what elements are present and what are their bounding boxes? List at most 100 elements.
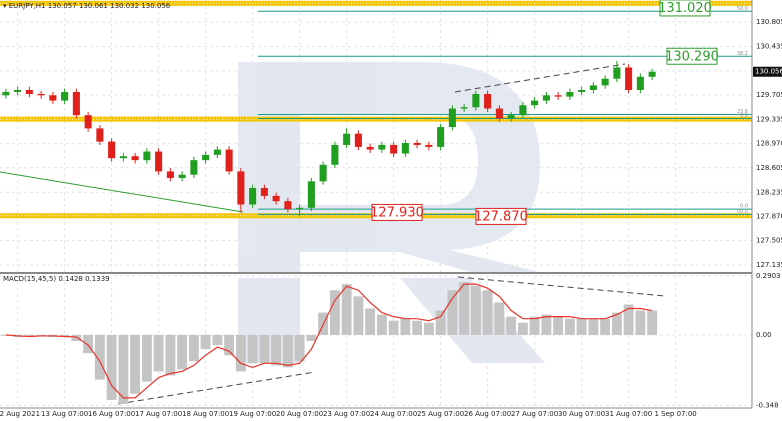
- candle-body: [437, 127, 445, 147]
- candle-body: [2, 91, 10, 96]
- candle-body: [260, 187, 268, 196]
- macd-bar: [94, 334, 105, 380]
- macd-bar: [200, 334, 211, 350]
- macd-tick-label: 0.00: [756, 331, 772, 339]
- candle-body: [108, 141, 116, 159]
- macd-bar: [118, 334, 129, 404]
- level-band: [0, 116, 752, 122]
- candle-body: [601, 78, 609, 86]
- candle-body: [61, 91, 69, 101]
- candle-body: [354, 133, 362, 147]
- macd-bar: [83, 334, 94, 354]
- candle-body: [625, 67, 633, 91]
- candle-body: [296, 207, 304, 210]
- annotation-label: 131.020: [658, 1, 712, 16]
- macd-bar: [247, 334, 258, 364]
- macd-bar: [365, 308, 376, 335]
- candle-body: [331, 144, 339, 165]
- candle-body: [155, 151, 163, 172]
- candle-body: [542, 95, 550, 101]
- annotation-box: [371, 203, 423, 221]
- candle-body: [390, 144, 398, 154]
- macd-bar: [271, 334, 282, 366]
- y-tick-label: 130.805: [756, 18, 782, 26]
- candle-body: [249, 187, 257, 205]
- candle-body: [237, 171, 245, 205]
- macd-bar: [235, 334, 246, 372]
- annotation-box: [659, 0, 711, 17]
- candle-body: [84, 115, 92, 129]
- macd-bar: [212, 334, 223, 346]
- candle-body: [143, 151, 151, 161]
- macd-bar: [153, 334, 164, 372]
- candle-body: [472, 93, 480, 108]
- annotation-label: 130.290: [665, 49, 719, 64]
- candle-body: [448, 108, 456, 128]
- macd-bar: [141, 334, 152, 382]
- macd-bar: [294, 334, 305, 362]
- macd-bar: [188, 334, 199, 362]
- candle-body: [425, 144, 433, 147]
- x-tick-label: 19 Aug 07:00: [229, 410, 276, 418]
- macd-bar: [165, 334, 176, 376]
- candle-body: [96, 128, 104, 142]
- macd-bar: [130, 334, 141, 394]
- y-tick-label: 127.505: [756, 237, 782, 245]
- candle-body: [366, 146, 374, 150]
- x-tick-label: 1 Sep 07:00: [654, 410, 696, 418]
- x-tick-label: 26 Aug 07:00: [464, 410, 511, 418]
- x-tick-label: 24 Aug 07:00: [370, 410, 417, 418]
- macd-bar: [623, 304, 634, 335]
- macd-bar: [588, 318, 599, 335]
- ohlc-value: 130.061: [79, 2, 108, 10]
- macd-tick-label: -0.348: [756, 402, 779, 410]
- x-tick-label: 25 Aug 07:00: [417, 410, 464, 418]
- macd-bar: [376, 314, 387, 335]
- x-tick-label: 18 Aug 07:00: [182, 410, 229, 418]
- macd-bar: [423, 322, 434, 335]
- candle-body: [25, 90, 33, 94]
- y-tick-label: 127.135: [756, 261, 782, 269]
- macd-bar: [224, 334, 235, 356]
- macd-bar: [482, 290, 493, 335]
- macd-bar: [400, 318, 411, 335]
- annotation-box: [666, 47, 718, 65]
- ohlc-value: 130.057: [48, 2, 77, 10]
- candle-body: [284, 201, 292, 210]
- macd-bar: [36, 334, 47, 336]
- trend-line: [0, 171, 244, 213]
- macd-bar: [447, 290, 458, 335]
- candle-body: [613, 67, 621, 79]
- fib-label: 38.2: [737, 51, 748, 57]
- y-tick-label: 129.705: [756, 91, 782, 99]
- candle-body: [225, 149, 233, 172]
- candle-body: [401, 142, 409, 154]
- macd-bar: [388, 320, 399, 335]
- candle-body: [519, 105, 527, 116]
- candle-body: [14, 90, 22, 92]
- candle-body: [166, 171, 174, 179]
- candle-body: [319, 164, 327, 182]
- candle-body: [178, 174, 186, 179]
- x-tick-label: 13 Aug 07:00: [41, 410, 88, 418]
- macd-bar: [282, 334, 293, 368]
- candle-body: [589, 85, 597, 91]
- trend-line: [454, 63, 626, 93]
- y-tick-label: 128.970: [756, 140, 782, 148]
- fib-label: 0.0: [740, 204, 748, 210]
- x-tick-label: 27 Aug 07:00: [511, 410, 558, 418]
- level-band: [0, 0, 752, 6]
- candle-body: [190, 160, 198, 175]
- macd-bar: [576, 318, 587, 335]
- y-tick-label: 129.335: [756, 115, 782, 123]
- fib-label: 50.0: [737, 6, 748, 12]
- candle-body: [413, 142, 421, 145]
- macd-bar: [329, 290, 340, 335]
- x-tick-label: 16 Aug 07:00: [88, 410, 135, 418]
- candle-body: [131, 156, 139, 161]
- macd-bar: [412, 320, 423, 335]
- candle-body: [531, 100, 539, 106]
- candle-body: [554, 95, 562, 97]
- annotation-label: 127.870: [474, 209, 528, 224]
